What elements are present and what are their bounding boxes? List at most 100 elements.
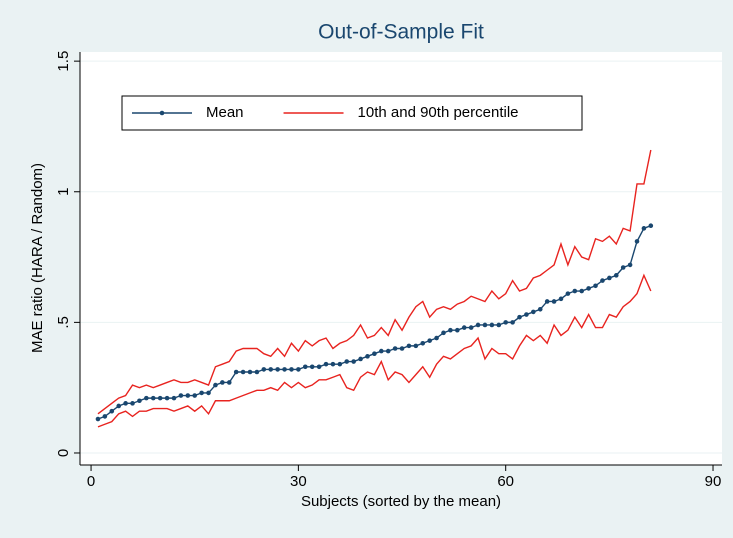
marker: [233, 369, 239, 375]
marker: [137, 398, 142, 404]
marker: [323, 361, 329, 367]
marker: [441, 330, 446, 336]
marker: [648, 223, 654, 229]
marker: [309, 364, 315, 370]
y-axis-label: MAE ratio (HARA / Random): [29, 163, 46, 353]
marker: [157, 395, 163, 401]
legend-label: 10th and 90th percentile: [358, 104, 519, 121]
marker: [399, 346, 405, 351]
marker: [531, 309, 536, 315]
marker: [164, 395, 170, 401]
marker: [95, 416, 101, 422]
marker: [489, 322, 495, 328]
legend-box: [121, 95, 583, 131]
marker: [240, 369, 246, 375]
marker: [220, 380, 225, 385]
marker: [351, 359, 356, 364]
marker: [358, 356, 363, 362]
marker: [420, 340, 426, 346]
marker: [627, 262, 633, 268]
marker: [607, 275, 612, 281]
marker: [406, 343, 412, 349]
marker: [482, 322, 488, 328]
marker: [613, 273, 619, 278]
marker: [510, 320, 515, 325]
marker: [171, 395, 177, 401]
chart-title: Out-of-Sample Fit: [318, 21, 484, 44]
marker: [641, 226, 647, 231]
marker: [379, 348, 384, 354]
marker: [524, 312, 529, 317]
y-tick-label: 1: [55, 188, 72, 196]
legend-label: Mean: [206, 104, 244, 121]
x-tick-label: 90: [705, 473, 722, 490]
x-axis-label: Subjects (sorted by the mean): [301, 493, 501, 510]
marker: [296, 367, 301, 372]
marker: [150, 395, 156, 401]
marker: [461, 325, 467, 330]
y-tick-label: .5: [55, 316, 72, 329]
marker: [558, 296, 564, 302]
y-tick-label: 1.5: [55, 51, 72, 72]
marker: [206, 390, 211, 396]
marker: [475, 322, 481, 328]
marker: [537, 307, 543, 312]
marker: [620, 265, 626, 270]
marker: [434, 335, 439, 341]
marker: [365, 354, 370, 359]
marker: [102, 414, 108, 419]
marker: [517, 314, 522, 320]
marker: [572, 288, 578, 294]
marker: [496, 322, 502, 328]
x-tick-label: 30: [290, 473, 307, 490]
marker: [600, 278, 605, 283]
marker: [275, 367, 280, 372]
marker: [282, 367, 287, 372]
marker: [316, 364, 322, 370]
y-tick-label: 0: [55, 449, 72, 457]
x-tick-label: 60: [497, 473, 514, 490]
series-line: [97, 149, 652, 415]
marker: [551, 299, 557, 304]
marker: [268, 367, 274, 372]
marker: [254, 369, 260, 375]
marker: [185, 393, 191, 398]
marker: [226, 380, 232, 385]
marker: [247, 369, 253, 375]
marker: [427, 338, 432, 343]
marker: [178, 393, 184, 398]
marker: [372, 351, 377, 357]
legend-marker: [159, 110, 165, 116]
marker: [565, 291, 571, 296]
marker: [593, 283, 598, 289]
marker: [116, 403, 121, 409]
marker: [261, 367, 267, 372]
x-tick-label: 0: [87, 473, 95, 490]
marker: [123, 401, 128, 406]
series-line: [97, 273, 652, 428]
marker: [634, 239, 640, 244]
marker: [586, 286, 591, 291]
marker: [337, 361, 343, 367]
marker: [448, 327, 453, 333]
marker: [579, 288, 585, 294]
marker: [302, 364, 308, 370]
marker: [455, 327, 460, 333]
marker: [199, 390, 204, 396]
marker: [544, 299, 550, 304]
marker: [192, 393, 198, 398]
marker: [392, 346, 398, 351]
marker: [503, 320, 508, 325]
marker: [385, 348, 391, 354]
marker: [144, 395, 149, 401]
marker: [213, 382, 218, 388]
marker: [289, 367, 294, 372]
marker: [109, 408, 115, 414]
marker: [130, 401, 135, 406]
marker: [330, 361, 336, 367]
marker: [413, 343, 419, 349]
marker: [468, 325, 474, 330]
marker: [344, 359, 350, 364]
